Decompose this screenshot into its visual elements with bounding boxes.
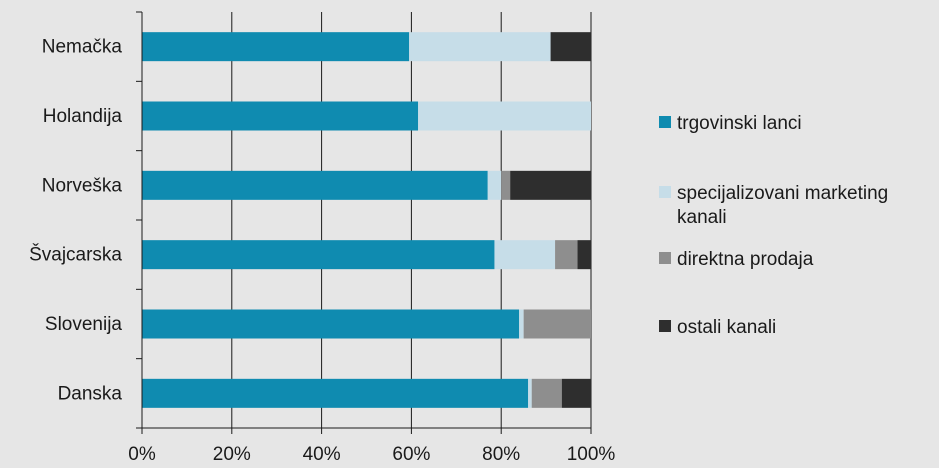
bar-segment (142, 170, 488, 200)
gridlines (231, 12, 592, 428)
bar-segment (550, 32, 591, 62)
bar-segment (494, 240, 556, 270)
bar-segment (142, 240, 495, 270)
x-tick-label: 0% (128, 444, 156, 465)
x-tick-label: 80% (482, 444, 520, 465)
bar-segment (555, 240, 578, 270)
bar-segment (531, 378, 562, 408)
bar-segment (487, 170, 502, 200)
axes: 0% 20% 40% 60% 80% 100% Nemačka Holandija Norveš… (29, 11, 616, 465)
legend-swatch (659, 320, 671, 332)
bar-segment (409, 32, 551, 62)
legend-label-line: kanali (677, 207, 727, 228)
bar-segment (142, 32, 410, 62)
x-tick-label: 100% (567, 444, 616, 465)
bars (142, 32, 591, 408)
legend-swatch (659, 116, 671, 128)
bar-segment (142, 309, 520, 339)
legend: trgovinski lanci specijalizovani marketin… (659, 113, 888, 338)
category-label: Švajcarska (29, 244, 122, 266)
category-label: Nemačka (42, 37, 123, 58)
bar-segment (510, 170, 591, 200)
bar-segment (577, 240, 591, 270)
category-label: Holandija (43, 106, 123, 127)
category-label: Slovenija (45, 314, 123, 335)
x-tick-label: 20% (213, 444, 251, 465)
legend-label: direktna prodaja (677, 249, 814, 270)
category-label: Danska (58, 383, 123, 404)
legend-label: specijalizovani marketing kanali (677, 183, 888, 228)
legend-label-line: specijalizovani marketing (677, 183, 888, 204)
bar-segment (142, 378, 529, 408)
legend-label: trgovinski lanci (677, 113, 802, 134)
bar-segment (142, 101, 419, 131)
bar-segment (418, 101, 591, 131)
x-tick-label: 40% (303, 444, 341, 465)
bar-segment (561, 378, 591, 408)
legend-swatch (659, 186, 671, 198)
legend-swatch (659, 252, 671, 264)
legend-label: ostali kanali (677, 317, 776, 338)
category-label: Norveška (42, 175, 123, 196)
bar-segment (519, 309, 524, 339)
bar-segment (528, 378, 532, 408)
bar-segment (523, 309, 591, 339)
bar-segment (501, 170, 511, 200)
x-tick-label: 60% (392, 444, 430, 465)
